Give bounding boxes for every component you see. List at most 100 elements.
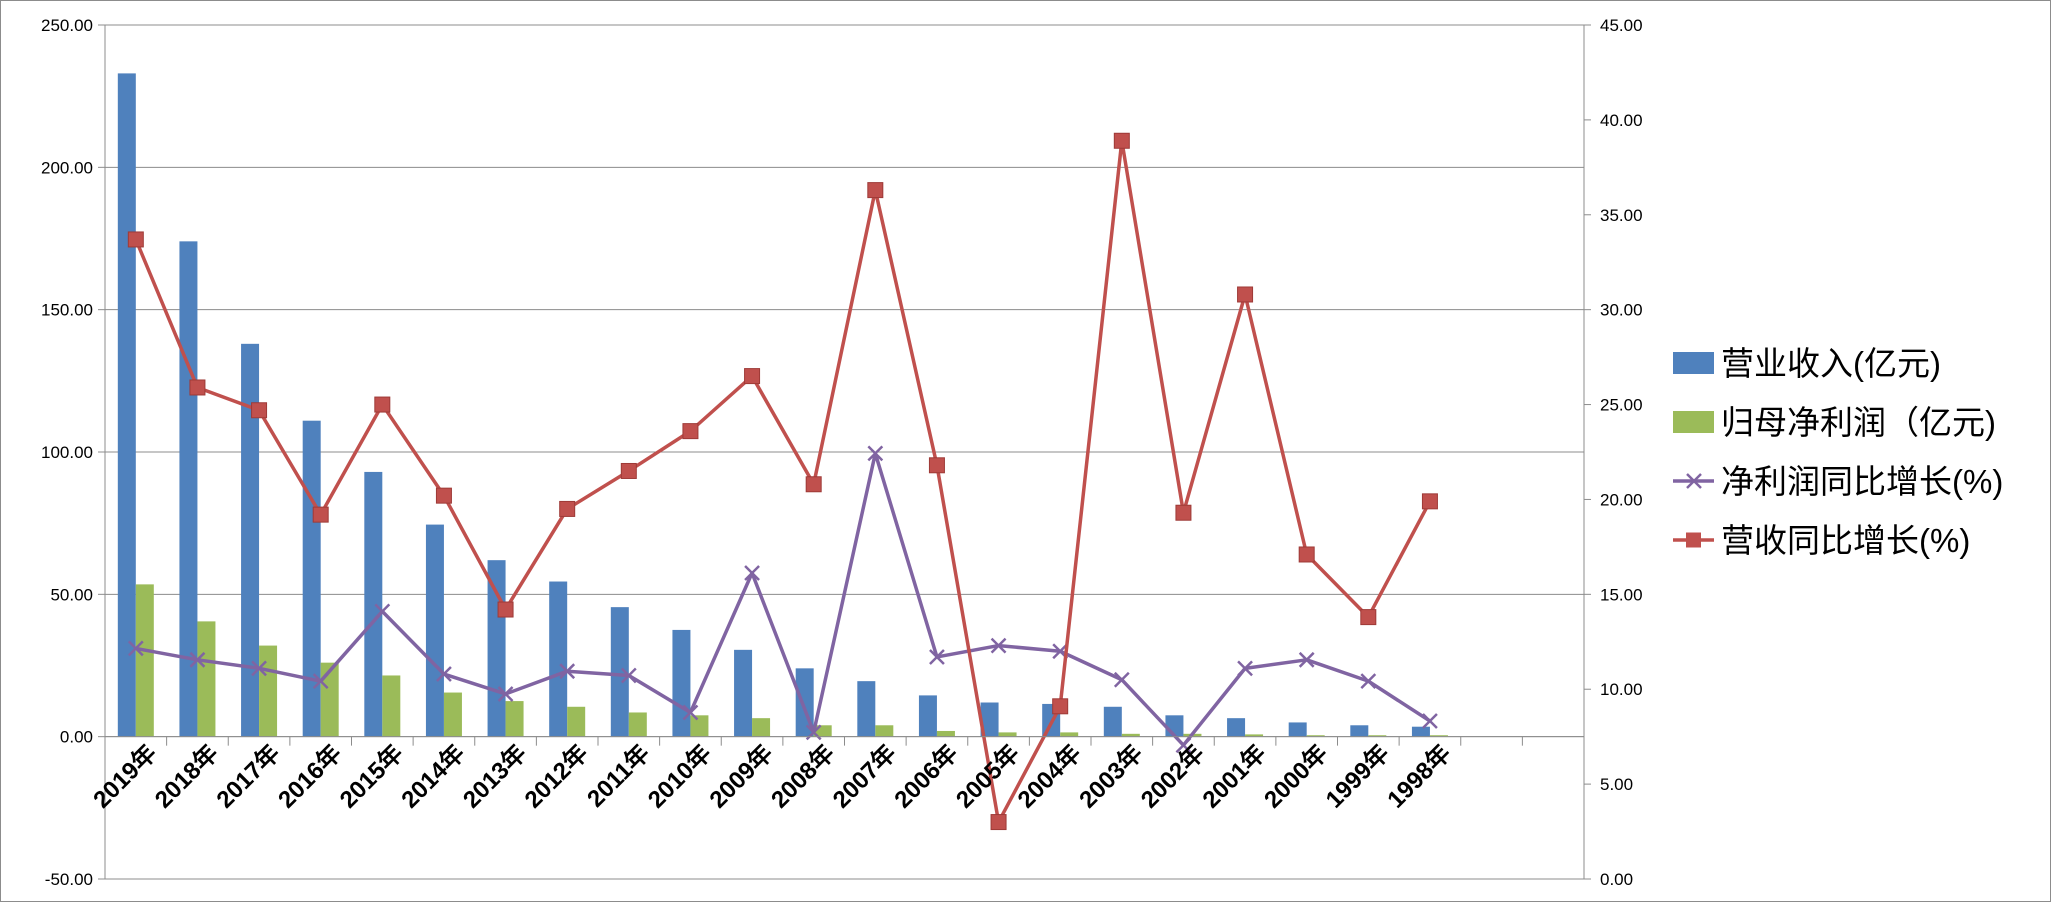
x-tick-label: 2012年 — [519, 739, 594, 814]
x-marker-stroke — [127, 640, 144, 657]
legend: 营业收入(亿元) 归母净利润（亿元) 净利润同比增长(%) 营收同比增长(%) — [1673, 345, 2003, 559]
bar-net-profit — [936, 730, 955, 737]
revenue-growth-point — [620, 462, 637, 479]
net-profit-growth-point — [929, 649, 945, 665]
legend-label: 营收同比增长(%) — [1721, 522, 1970, 559]
x-marker-stroke — [744, 565, 760, 581]
bar-net-profit — [443, 692, 462, 737]
bar-net-profit — [690, 715, 709, 737]
bar-net-profit — [567, 706, 586, 737]
legend-revenue: 营业收入(亿元) — [1673, 345, 1941, 382]
right-tick-label: 25.00 — [1600, 396, 1643, 415]
legend-net-profit-growth: 净利润同比增长(%) — [1673, 463, 2003, 500]
revenue-growth-point — [127, 231, 144, 248]
bar-revenue — [734, 649, 753, 737]
bar-net-profit — [259, 645, 278, 737]
x-tick-label: 2011年 — [581, 739, 655, 813]
x-marker-stroke — [559, 663, 576, 680]
revenue-growth-point — [189, 379, 206, 396]
revenue-growth-point — [867, 182, 884, 199]
legend-net-profit: 归母净利润（亿元) — [1673, 404, 1996, 441]
bar-revenue — [425, 524, 444, 737]
bar-revenue — [179, 241, 198, 737]
bar-net-profit — [197, 621, 216, 737]
x-marker-stroke — [1113, 671, 1130, 688]
bar-revenue — [364, 471, 383, 737]
net-profit-growth-point — [559, 663, 576, 680]
bar-net-profit — [1429, 735, 1448, 737]
x-marker-stroke — [312, 673, 329, 690]
right-tick-label: 15.00 — [1600, 585, 1643, 604]
bar-revenue — [610, 607, 629, 737]
bar-net-profit — [320, 662, 339, 737]
x-marker-stroke — [1175, 737, 1192, 754]
revenue-growth-point — [497, 601, 514, 618]
bar-revenue — [1411, 726, 1430, 737]
net-profit-growth-point — [251, 660, 267, 677]
x-tick-label: 2018年 — [149, 739, 224, 814]
x-tick-label: 2003年 — [1074, 739, 1149, 814]
x-tick-label: 2010年 — [642, 739, 717, 814]
right-tick-label: 40.00 — [1600, 111, 1643, 130]
bar-net-profit — [135, 584, 154, 737]
left-tick-label: 150.00 — [41, 301, 93, 320]
legend-marker — [1686, 532, 1701, 548]
net-profit-growth-point — [1237, 660, 1253, 677]
bar-revenue — [672, 629, 691, 737]
x-tick-label: 2017年 — [211, 739, 286, 814]
x-marker-stroke — [682, 704, 699, 721]
revenue-growth-point — [805, 476, 822, 493]
x-tick-label: 1999年 — [1320, 739, 1395, 814]
bar-revenue — [918, 695, 937, 737]
bar-net-profit — [628, 712, 647, 737]
net-profit-growth-point — [682, 704, 699, 721]
revenue-growth-point — [1237, 286, 1254, 303]
bar-revenue — [1288, 722, 1307, 737]
bar-revenue — [1103, 706, 1122, 737]
revenue-growth-line — [134, 139, 1432, 824]
net-profit-growth-point — [867, 445, 884, 462]
legend-revenue-growth: 营收同比增长(%) — [1673, 522, 1970, 559]
bar-net-profit — [382, 675, 401, 737]
bar-net-profit — [752, 718, 771, 737]
x-tick-label: 2015年 — [334, 739, 409, 814]
x-marker-stroke — [1052, 643, 1069, 660]
net-profit-growth-point — [1298, 651, 1315, 668]
x-marker-stroke — [1298, 651, 1315, 668]
x-marker-stroke — [929, 649, 945, 665]
net-profit-growth-point — [744, 565, 760, 581]
net-profit-growth-point — [1175, 737, 1192, 754]
x-marker-stroke — [436, 666, 452, 682]
revenue-growth-point — [1421, 493, 1438, 510]
bar-revenue — [117, 73, 136, 737]
bar-net-profit — [998, 732, 1017, 737]
left-tick-label: 100.00 — [41, 443, 93, 462]
x-tick-label: 2014年 — [396, 739, 471, 814]
bar-net-profit — [1060, 732, 1079, 737]
x-tick-label: 2019年 — [88, 739, 163, 814]
left-tick-label: 0.00 — [60, 728, 93, 747]
bar-revenue — [302, 420, 321, 737]
x-tick-label: 2002年 — [1135, 739, 1210, 814]
bar-revenue — [1227, 718, 1246, 737]
net-profit-growth-point — [374, 603, 391, 620]
x-marker-stroke — [189, 651, 206, 668]
revenue-growth-point — [990, 814, 1007, 831]
x-tick-label: 2016年 — [272, 739, 347, 814]
x-tick-label: 2007年 — [827, 739, 902, 814]
x-marker-stroke — [497, 686, 514, 702]
bar-revenue — [549, 581, 568, 737]
x-marker-stroke — [374, 603, 391, 620]
left-tick-label: 50.00 — [50, 585, 93, 604]
bar-net-profit — [1121, 733, 1140, 737]
revenue-growth-point — [1298, 546, 1315, 563]
revenue-growth-point — [1052, 698, 1069, 715]
bar-revenue — [241, 343, 260, 737]
legend-label: 营业收入(亿元) — [1721, 345, 1941, 382]
revenue-growth-point — [559, 500, 576, 517]
x-tick-label: 2013年 — [457, 739, 532, 814]
bar-revenue — [857, 681, 876, 737]
legend-label: 归母净利润（亿元) — [1721, 404, 1996, 441]
right-tick-label: 5.00 — [1600, 775, 1633, 794]
